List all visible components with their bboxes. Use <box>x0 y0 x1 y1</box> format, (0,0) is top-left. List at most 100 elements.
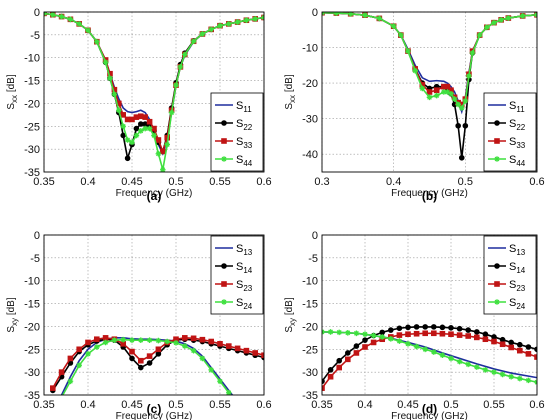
legend-item-S11: S11 <box>215 100 252 114</box>
marker-s2-p17 <box>146 118 153 125</box>
marker-s1-p25 <box>534 346 537 353</box>
marker-s3-p9 <box>396 338 403 344</box>
marker-s3-p14 <box>448 90 454 97</box>
marker-s3-p10 <box>146 337 153 343</box>
y-tick-label-4: -20 <box>302 321 318 333</box>
x-tick-label-5: 0.6 <box>256 399 271 411</box>
x-axis-label: Frequency (GHz) <box>116 411 193 420</box>
marker-s1-p16 <box>456 325 463 332</box>
marker-s3-p20 <box>160 166 166 172</box>
marker-s3-p21 <box>164 141 170 148</box>
marker-s1-p22 <box>508 339 515 346</box>
marker-s3-p18 <box>217 378 223 385</box>
marker-s2-p9 <box>129 348 135 355</box>
x-tick-label-2: 0.5 <box>458 176 473 188</box>
legend: S11 S22 S33 S44 <box>483 92 537 172</box>
marker-s3-p6 <box>370 332 377 339</box>
marker-s3-p19 <box>226 389 232 395</box>
marker-s2-p19 <box>155 137 162 143</box>
legend-label: S23 <box>236 279 253 293</box>
legend-item-S24: S24 <box>488 297 526 311</box>
legend-item-S24: S24 <box>215 297 253 311</box>
legend-label: S13 <box>236 243 253 257</box>
marker-s3-p4 <box>76 21 82 27</box>
y-tick-label-3: -15 <box>302 299 318 311</box>
axes-frame <box>43 234 265 396</box>
x-tick-label-3: 0.5 <box>443 399 458 411</box>
marker-s3-p10 <box>116 107 122 114</box>
marker-s3-p7 <box>102 59 109 66</box>
y-tick-label-4: -20 <box>24 321 40 333</box>
marker-s3-p15 <box>190 347 197 354</box>
y-tick-label-6: -30 <box>302 367 318 379</box>
marker-s2-p20 <box>160 148 166 155</box>
marker-s2-p20 <box>226 343 232 349</box>
marker-s1-p4 <box>353 343 360 349</box>
marker-s3-p7 <box>405 48 411 54</box>
legend-label: S24 <box>236 297 253 311</box>
marker-s3-p20 <box>469 50 476 56</box>
chart-panel-2: 0.3 0.4 0.5 0.6 0 -10 -20 -30 -40 Frequency (GHz)… <box>284 7 545 203</box>
legend-label: S24 <box>509 297 526 311</box>
marker-s3-p14 <box>439 352 446 359</box>
marker-s3-p21 <box>499 371 506 378</box>
axes-frame <box>43 11 265 173</box>
marker-s1-p24 <box>525 344 532 350</box>
marker-s2-p23 <box>517 347 523 354</box>
marker-s3-p4 <box>376 15 383 22</box>
series-S24 <box>59 336 232 395</box>
series-S23 <box>50 335 264 391</box>
marker-s2-p24 <box>525 351 532 357</box>
marker-s3-p3 <box>67 16 74 23</box>
x-axis-label: Frequency (GHz) <box>116 188 193 199</box>
marker-s2-p22 <box>508 344 514 351</box>
marker-s3-p24 <box>525 377 532 384</box>
marker-s2-p19 <box>217 341 223 347</box>
legend-item-S13: S13 <box>215 243 253 257</box>
x-tick-label-0: 0.3 <box>314 176 329 188</box>
marker-s1-p15 <box>448 325 454 331</box>
marker-s3-p23 <box>173 82 179 88</box>
marker-s2-p4 <box>353 350 360 356</box>
marker-s3-p11 <box>413 343 420 350</box>
y-tick-label-1: -5 <box>30 30 40 42</box>
marker-s1-p14 <box>439 324 446 331</box>
marker-s1-p19 <box>482 331 489 338</box>
x-tick-label-5: 0.6 <box>256 176 271 188</box>
marker-slegend1-p0 <box>221 263 227 269</box>
marker-slegend3-p0 <box>221 156 227 162</box>
legend-box <box>483 235 537 315</box>
marker-s2-p11 <box>146 353 153 359</box>
marker-s2-p0 <box>50 385 56 391</box>
marker-s3-p11 <box>120 123 126 130</box>
marker-s2-p25 <box>534 354 537 360</box>
marker-s3-p5 <box>102 339 109 346</box>
marker-s3-p7 <box>379 334 385 340</box>
marker-s1-p9 <box>396 325 403 332</box>
marker-s2-p1 <box>327 373 334 380</box>
marker-s1-p16 <box>455 122 461 129</box>
legend-item-S23: S23 <box>488 279 526 293</box>
legend-label: S22 <box>509 118 526 132</box>
y-tick-label-4: -40 <box>302 149 318 161</box>
series-S44 <box>44 12 264 172</box>
y-tick-label-6: -30 <box>24 144 40 156</box>
marker-s3-p8 <box>412 67 418 74</box>
y-tick-label-6: -30 <box>24 367 40 379</box>
marker-s1-p12 <box>155 351 162 357</box>
marker-s2-p14 <box>439 330 446 337</box>
marker-slegend1-p0 <box>494 263 500 269</box>
marker-s2-p5 <box>362 344 368 350</box>
marker-s3-p10 <box>405 341 411 347</box>
marker-s3-p6 <box>398 32 404 38</box>
marker-s3-p28 <box>208 26 214 33</box>
marker-s3-p26 <box>190 38 197 45</box>
marker-slegend3-p0 <box>494 299 500 305</box>
marker-s3-p7 <box>120 336 126 343</box>
marker-s3-p1 <box>333 12 340 16</box>
marker-s3-p32 <box>243 17 250 24</box>
marker-s2-p6 <box>102 335 109 341</box>
marker-s2-p22 <box>243 347 250 354</box>
marker-s1-p17 <box>458 154 465 161</box>
marker-s3-p15 <box>451 96 458 102</box>
